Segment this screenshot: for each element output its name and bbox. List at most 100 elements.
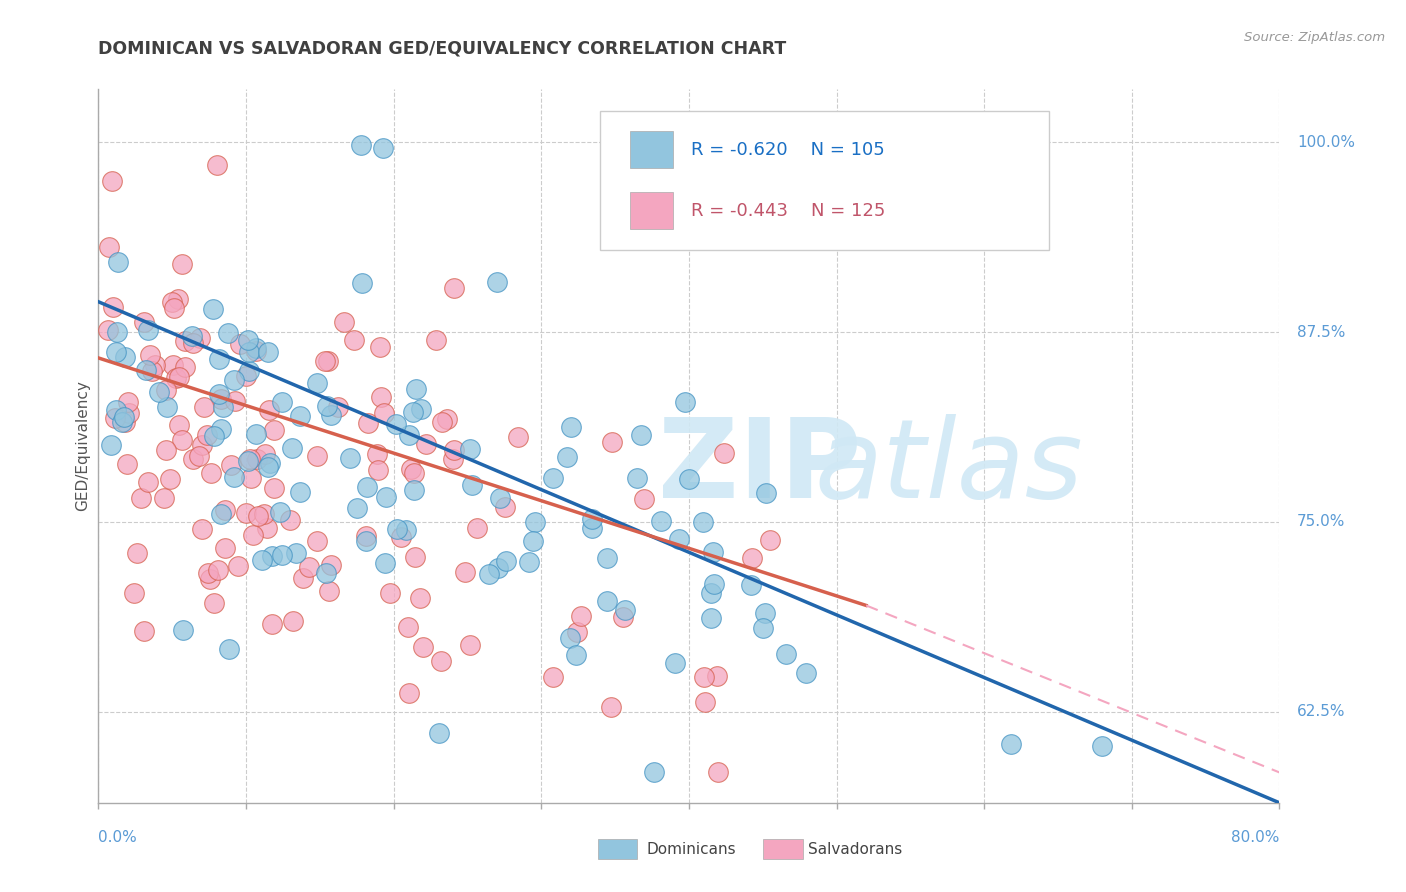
Point: [373, 406, 395, 420]
Point: [643, 765, 665, 780]
Point: [700, 585, 723, 599]
Point: [486, 275, 509, 289]
Point: [218, 642, 240, 657]
Point: [187, 450, 209, 464]
Point: [202, 596, 225, 610]
Text: 0.0%: 0.0%: [98, 830, 138, 845]
Point: [366, 447, 388, 461]
Bar: [630, 131, 673, 169]
Point: [190, 521, 212, 535]
Point: [454, 565, 477, 579]
Text: ZIP: ZIP: [658, 414, 862, 521]
Point: [415, 436, 437, 450]
Text: DOMINICAN VS SALVADORAN GED/EQUIVALENCY CORRELATION CHART: DOMINICAN VS SALVADORAN GED/EQUIVALENCY …: [98, 40, 787, 58]
Point: [209, 422, 232, 436]
Point: [678, 472, 700, 486]
Point: [794, 665, 817, 680]
Point: [650, 514, 672, 528]
Point: [443, 443, 465, 458]
Point: [346, 501, 368, 516]
Point: [228, 337, 250, 351]
Point: [281, 441, 304, 455]
Point: [581, 512, 603, 526]
Point: [430, 654, 453, 668]
Point: [200, 466, 222, 480]
Point: [290, 409, 312, 424]
Point: [668, 532, 690, 546]
Point: [211, 401, 233, 415]
Y-axis label: GED/Equivalency: GED/Equivalency: [75, 381, 90, 511]
Point: [245, 343, 267, 358]
Point: [1000, 737, 1022, 751]
Point: [198, 572, 221, 586]
Point: [259, 456, 281, 470]
Point: [560, 419, 582, 434]
Point: [153, 491, 176, 505]
Point: [222, 470, 245, 484]
Point: [404, 549, 426, 564]
Point: [250, 553, 273, 567]
Point: [740, 577, 762, 591]
Point: [298, 559, 321, 574]
Point: [278, 513, 301, 527]
Point: [486, 560, 509, 574]
Point: [239, 451, 262, 466]
Point: [174, 334, 197, 348]
Point: [759, 533, 782, 547]
Point: [703, 576, 725, 591]
Point: [201, 302, 224, 317]
Point: [165, 371, 187, 385]
Point: [256, 521, 278, 535]
Point: [139, 348, 162, 362]
Text: 100.0%: 100.0%: [1298, 135, 1355, 150]
Point: [143, 358, 166, 372]
Point: [700, 611, 723, 625]
Point: [751, 621, 773, 635]
Point: [257, 344, 280, 359]
Point: [181, 336, 204, 351]
Point: [169, 369, 191, 384]
Point: [245, 341, 267, 355]
Point: [208, 351, 231, 366]
Point: [214, 541, 236, 555]
Point: [339, 450, 361, 465]
Point: [342, 333, 364, 347]
Point: [136, 475, 159, 490]
Point: [162, 359, 184, 373]
Point: [508, 430, 530, 444]
Point: [581, 521, 603, 535]
Point: [702, 544, 724, 558]
Point: [557, 450, 579, 465]
Point: [159, 472, 181, 486]
Point: [315, 566, 337, 581]
Point: [226, 559, 249, 574]
Point: [425, 333, 447, 347]
Point: [115, 457, 138, 471]
Point: [305, 449, 328, 463]
Point: [117, 394, 139, 409]
Point: [163, 301, 186, 315]
Point: [478, 567, 501, 582]
Point: [517, 555, 540, 569]
Point: [105, 344, 128, 359]
Point: [427, 726, 450, 740]
Point: [114, 350, 136, 364]
Point: [443, 281, 465, 295]
Point: [156, 400, 179, 414]
Point: [356, 480, 378, 494]
Point: [396, 620, 419, 634]
Point: [395, 523, 418, 537]
Point: [117, 406, 139, 420]
Point: [626, 471, 648, 485]
Point: [148, 384, 170, 399]
Point: [706, 669, 728, 683]
Point: [125, 546, 148, 560]
Point: [238, 454, 260, 468]
Point: [378, 586, 401, 600]
Point: [494, 500, 516, 514]
Point: [404, 483, 426, 497]
Point: [181, 329, 204, 343]
Bar: [763, 839, 803, 859]
Point: [240, 471, 263, 485]
Point: [754, 606, 776, 620]
